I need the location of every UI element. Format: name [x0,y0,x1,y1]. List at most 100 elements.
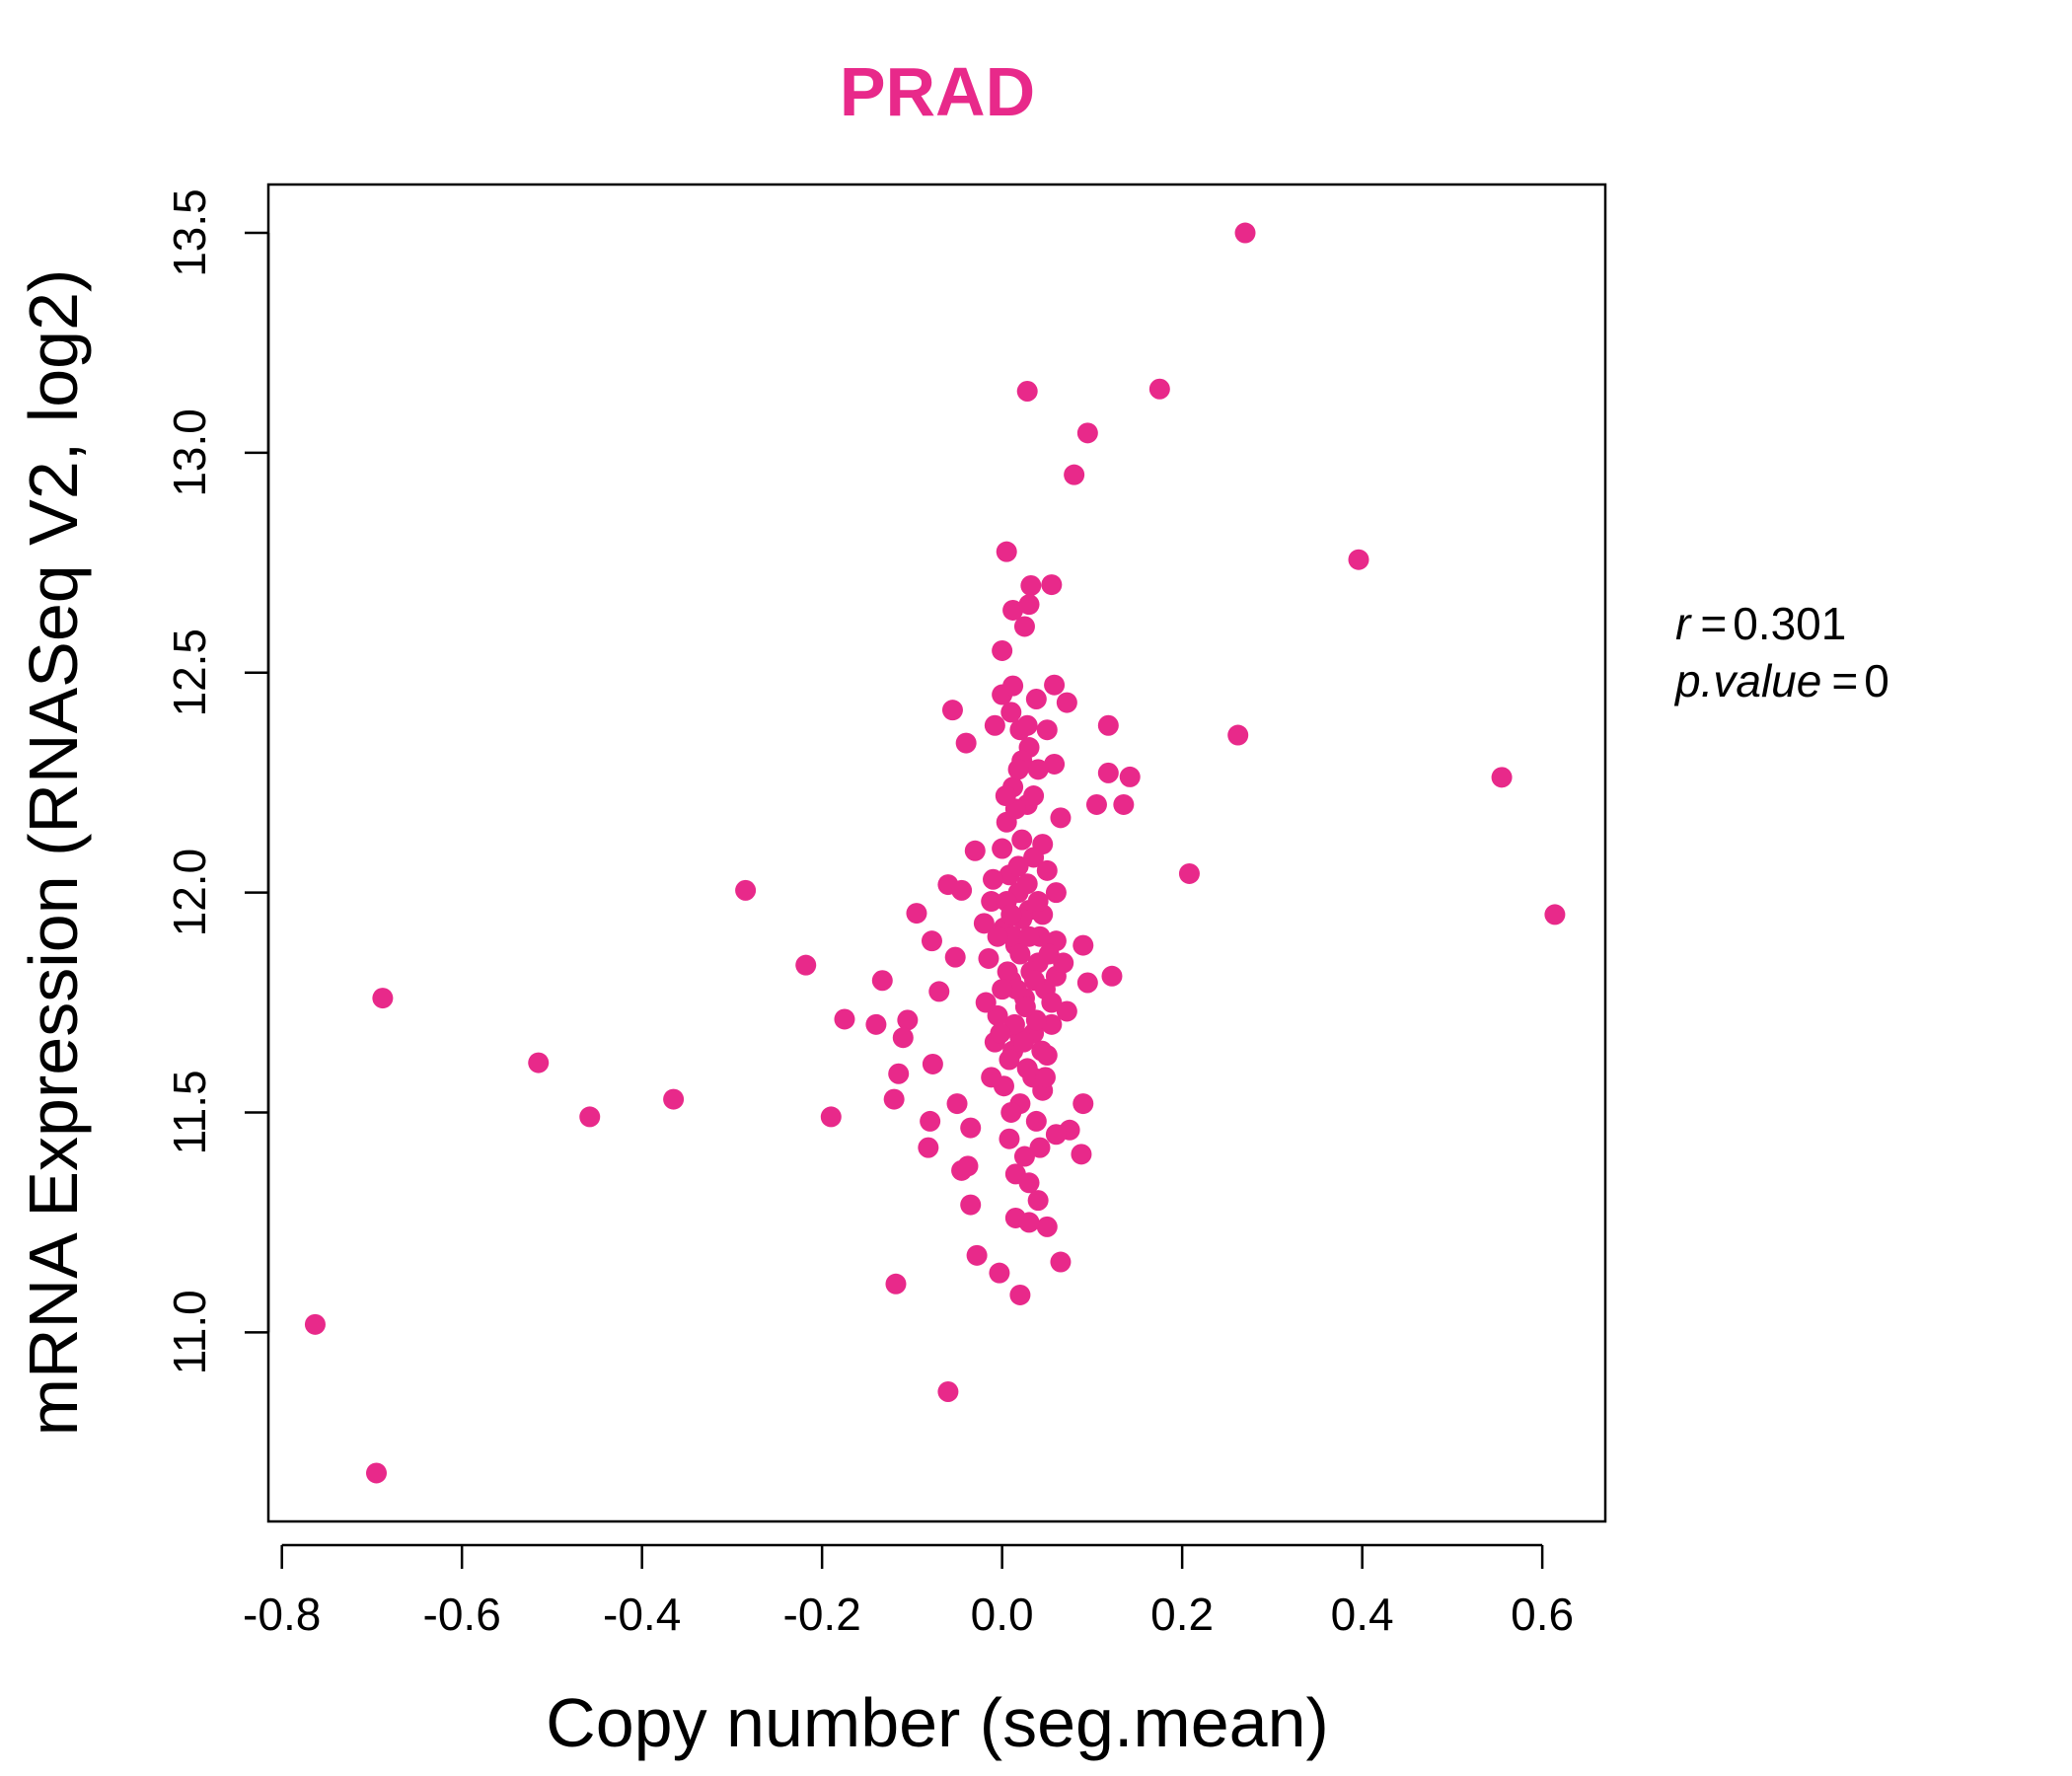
data-point [992,639,1013,661]
data-point [528,1052,550,1073]
r-eq: = [1700,598,1727,649]
data-point [1009,1284,1031,1305]
p-eq: = [1831,655,1858,706]
data-point [1053,952,1074,974]
r-value: 0.301 [1733,598,1846,649]
data-point [1056,692,1077,713]
p-value: 0 [1864,655,1889,706]
data-point [951,879,973,901]
data-point [1016,873,1038,895]
y-tick-label: 12.5 [164,629,215,717]
x-tick-label: -0.2 [783,1589,861,1640]
data-point [1027,891,1049,913]
data-point [1113,793,1135,815]
data-point [941,700,963,721]
data-point [957,1155,979,1177]
x-axis-label: Copy number (seg.mean) [546,1684,1329,1761]
data-point [1011,829,1033,851]
data-point [992,979,1013,1000]
data-point [990,1022,1011,1044]
data-point [1076,972,1098,994]
data-point [1013,1146,1035,1167]
data-point [1076,422,1098,444]
data-point [973,913,995,934]
data-point [1148,378,1170,400]
data-point [1002,675,1024,697]
data-point [1029,1137,1051,1158]
data-point [960,1117,982,1139]
data-point [1018,925,1040,947]
data-point [944,946,966,968]
data-point [883,1088,905,1110]
r-label: r [1675,598,1692,649]
data-point [1041,574,1063,596]
data-point [1085,793,1107,815]
data-point [999,1128,1020,1149]
y-tick-label: 13.5 [164,188,215,277]
x-tick-label: -0.4 [603,1589,681,1640]
data-point [735,879,757,901]
x-tick-label: 0.4 [1331,1589,1394,1640]
data-point [579,1106,601,1128]
data-point [989,1262,1010,1284]
data-points [304,222,1566,1484]
data-point [1018,1212,1040,1233]
data-point [1020,575,1042,596]
data-point [981,1067,1002,1088]
data-point [992,838,1013,859]
data-point [1013,616,1035,637]
data-point [1016,714,1038,736]
data-point [1002,599,1024,621]
y-axis-label: mRNA Expression (RNASeq V2, log2) [15,269,92,1437]
stats-annotation: r = 0.301 p.value = 0 [1673,598,1889,706]
data-point [1041,992,1063,1013]
data-point [865,1013,887,1035]
data-point [1009,943,1031,965]
data-point [1227,724,1249,746]
data-point [1073,934,1094,956]
data-point [1002,925,1024,947]
data-point [1056,1000,1077,1022]
data-point [995,785,1016,807]
data-point [937,1381,959,1403]
data-point [885,1273,907,1295]
data-point [892,1027,914,1049]
data-point [975,992,997,1013]
data-point [1024,970,1046,992]
data-point [922,1053,943,1074]
x-tick-label: 0.0 [971,1589,1034,1640]
data-point [1018,1172,1040,1194]
data-point [1073,1093,1094,1115]
data-point [897,1009,919,1031]
data-point [921,930,942,952]
data-point [1027,759,1049,780]
data-point [1031,1040,1053,1062]
data-point [1544,904,1566,925]
data-point [1348,549,1369,570]
data-point [1013,1031,1035,1053]
data-point [906,903,927,925]
data-point [1071,1144,1092,1165]
data-point [372,988,394,1009]
data-point [1044,753,1066,775]
data-point [1018,594,1040,616]
data-point [304,1313,326,1335]
x-tick-label: -0.6 [423,1589,501,1640]
data-point [1491,767,1513,788]
data-point [1016,380,1038,402]
x-tick-label: -0.8 [243,1589,321,1640]
data-point [888,1063,910,1084]
y-tick-label: 11.5 [164,1070,215,1154]
data-point [1027,1190,1049,1212]
data-point [1045,1124,1067,1146]
data-point [365,1462,387,1484]
chart-title: PRAD [840,53,1035,130]
data-point [928,981,950,1002]
data-point [978,947,999,969]
data-point [663,1088,685,1110]
data-point [1036,719,1058,741]
plot-frame [266,183,1607,1523]
data-point [1101,965,1123,987]
data-point [966,1244,988,1266]
data-point [1044,674,1066,696]
